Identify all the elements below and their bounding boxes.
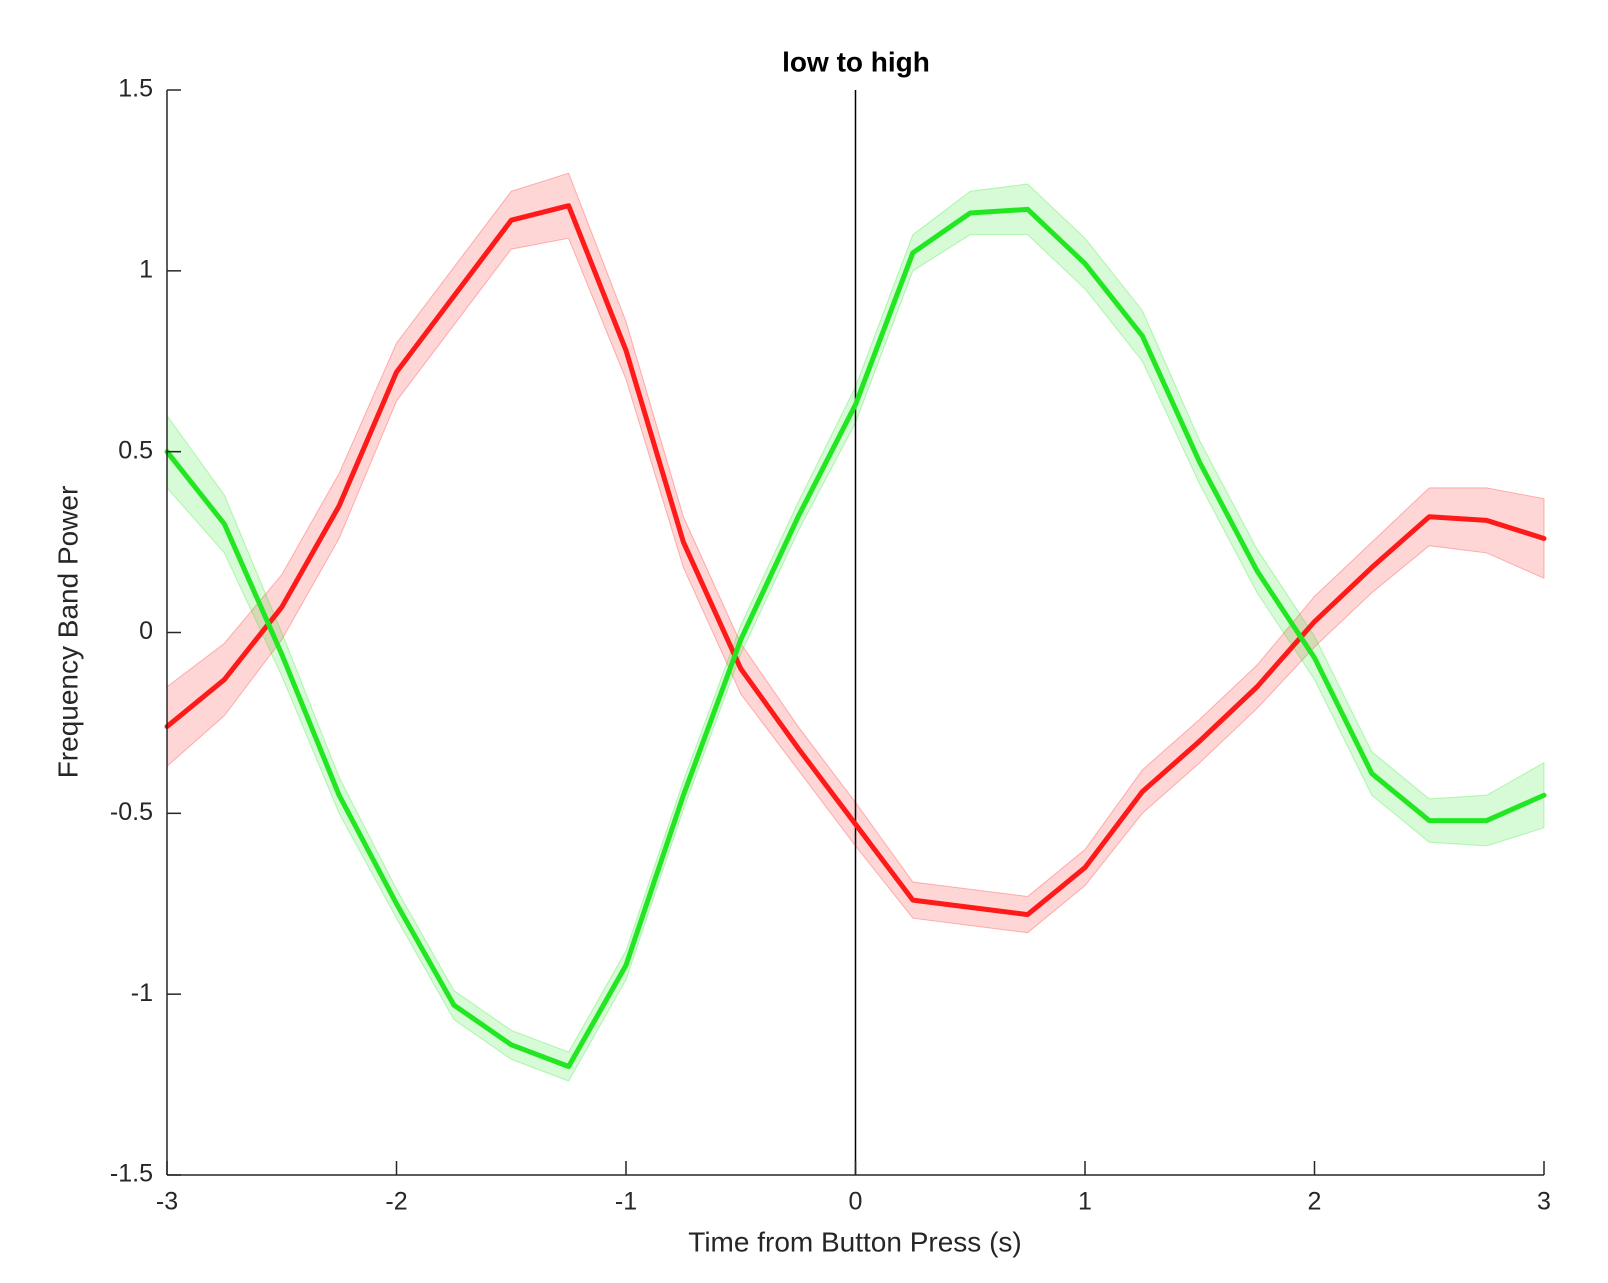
- error-band: [166, 183, 1545, 1082]
- series-line: [164, 203, 1547, 918]
- y-tick-label: -1: [131, 979, 153, 1007]
- x-tick-label: -2: [385, 1188, 407, 1216]
- x-tick-label: 1: [1078, 1188, 1092, 1216]
- y-tick-label: 1.5: [118, 75, 153, 103]
- y-tick-label: -1.5: [110, 1160, 153, 1188]
- x-tick-label: 0: [849, 1188, 863, 1216]
- y-tick-label: 0: [139, 617, 153, 645]
- x-tick-label: -1: [615, 1188, 637, 1216]
- y-tick-label: -0.5: [110, 798, 153, 826]
- x-tick-label: 3: [1537, 1188, 1551, 1216]
- y-tick-label: 0.5: [118, 436, 153, 464]
- chart-title: low to high: [782, 46, 930, 77]
- y-tick-label: 1: [139, 255, 153, 283]
- series-line: [164, 206, 1547, 1069]
- x-axis-label: Time from Button Press (s): [688, 1226, 1021, 1257]
- y-axis-label: Frequency Band Power: [52, 486, 83, 779]
- x-tick-label: 2: [1308, 1188, 1322, 1216]
- x-tick-label: -3: [156, 1188, 178, 1216]
